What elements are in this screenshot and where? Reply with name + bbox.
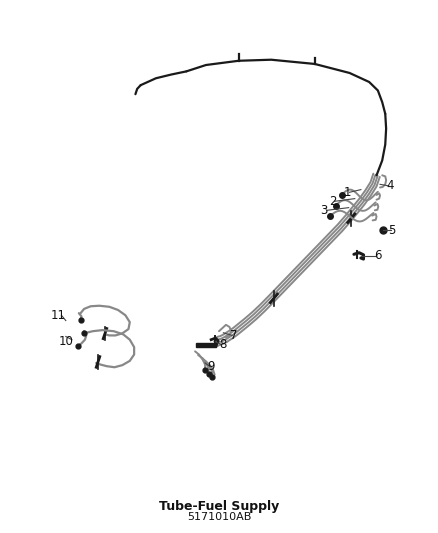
Text: 5: 5 <box>389 224 396 237</box>
Text: 11: 11 <box>50 309 65 322</box>
Text: 9: 9 <box>208 360 215 373</box>
Text: 2: 2 <box>329 195 337 208</box>
Text: Tube-Fuel Supply: Tube-Fuel Supply <box>159 499 279 513</box>
Polygon shape <box>196 343 215 347</box>
Text: 8: 8 <box>219 338 226 351</box>
Text: 4: 4 <box>386 180 394 192</box>
Text: 7: 7 <box>230 329 237 342</box>
Text: 6: 6 <box>374 249 381 262</box>
Text: 3: 3 <box>321 204 328 217</box>
Text: 10: 10 <box>58 335 73 348</box>
Text: 5171010AB: 5171010AB <box>187 512 251 522</box>
Text: 1: 1 <box>344 186 352 199</box>
